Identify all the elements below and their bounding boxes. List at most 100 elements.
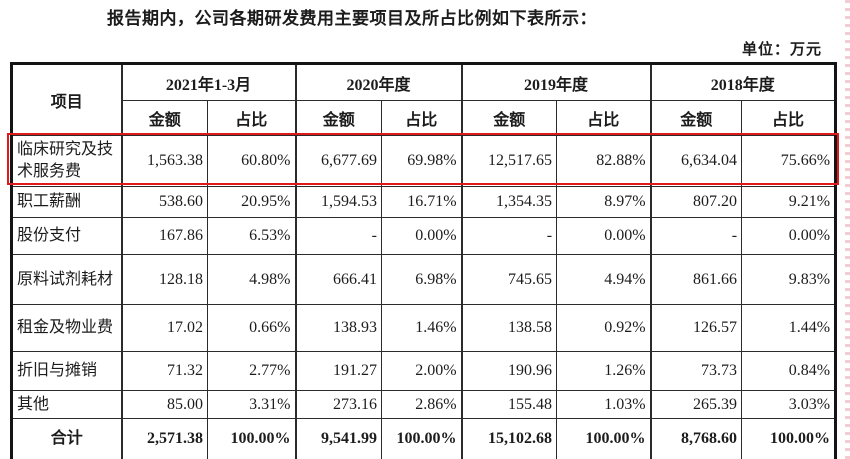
table-row-share-payment: 股份支付 167.86 6.53% - 0.00% - 0.00% - 0.00… bbox=[11, 217, 837, 255]
col-header-ratio: 占比 bbox=[380, 100, 463, 136]
cell-amount: 538.60 bbox=[120, 186, 208, 218]
cell-amount: 15,102.68 bbox=[460, 418, 558, 459]
cell-ratio: 2.77% bbox=[207, 351, 296, 391]
cell-amount: 745.65 bbox=[460, 254, 558, 305]
row-label: 合计 bbox=[11, 418, 122, 459]
cell-amount: 265.39 bbox=[649, 390, 743, 419]
col-header-period-2018: 2018年度 bbox=[649, 63, 837, 101]
intro-text: 报告期内，公司各期研发费用主要项目及所占比例如下表所示： bbox=[107, 9, 597, 28]
cell-ratio: 0.00% bbox=[556, 217, 652, 255]
cell-amount: 273.16 bbox=[294, 390, 382, 419]
table-row-raw-materials: 原料试剂耗材 128.18 4.98% 666.41 6.98% 745.65 … bbox=[11, 254, 837, 305]
cell-amount: - bbox=[649, 217, 743, 255]
cell-ratio: 0.66% bbox=[207, 304, 296, 352]
unit-label: 单位：万元 bbox=[741, 42, 822, 58]
cell-ratio: 60.80% bbox=[207, 135, 296, 187]
cell-ratio: 100.00% bbox=[380, 418, 463, 459]
rd-expense-table: 项目 2021年1-3月 2020年度 2019年度 2018年度 金额 占比 … bbox=[10, 62, 838, 459]
col-header-amount: 金额 bbox=[649, 100, 743, 136]
header-row-periods: 项目 2021年1-3月 2020年度 2019年度 2018年度 bbox=[11, 63, 837, 136]
cell-amount: 1,354.35 bbox=[460, 186, 558, 218]
cell-ratio: 82.88% bbox=[556, 135, 652, 187]
cell-amount: 71.32 bbox=[120, 351, 208, 391]
cell-ratio: 20.95% bbox=[207, 186, 296, 218]
cell-ratio: 100.00% bbox=[207, 418, 296, 459]
cell-ratio: 8.97% bbox=[556, 186, 652, 218]
cell-amount: 128.18 bbox=[120, 254, 208, 305]
cell-amount: 9,541.99 bbox=[294, 418, 382, 459]
row-label: 租金及物业费 bbox=[11, 304, 122, 352]
cell-ratio: 1.03% bbox=[556, 390, 652, 419]
cell-ratio: 0.92% bbox=[556, 304, 652, 352]
cell-ratio: 100.00% bbox=[741, 418, 837, 459]
cell-amount: 167.86 bbox=[120, 217, 208, 255]
table-row-employee-compensation: 职工薪酬 538.60 20.95% 1,594.53 16.71% 1,354… bbox=[11, 186, 837, 218]
cell-ratio: 1.46% bbox=[380, 304, 463, 352]
cell-ratio: 100.00% bbox=[556, 418, 652, 459]
table-row-other: 其他 85.00 3.31% 273.16 2.86% 155.48 1.03%… bbox=[11, 390, 837, 419]
header-row-subcolumns: 金额 占比 金额 占比 金额 占比 金额 占比 bbox=[12, 100, 837, 136]
table-row-depreciation: 折旧与摊销 71.32 2.77% 191.27 2.00% 190.96 1.… bbox=[11, 351, 837, 391]
cell-ratio: 69.98% bbox=[380, 135, 463, 187]
cell-amount: 155.48 bbox=[460, 390, 558, 419]
cell-amount: 12,517.65 bbox=[460, 135, 558, 187]
cell-amount: - bbox=[460, 217, 558, 255]
cell-amount: 8,768.60 bbox=[649, 418, 743, 459]
cell-ratio: 9.21% bbox=[741, 186, 837, 218]
page-edge-strip bbox=[845, 0, 850, 459]
col-header-ratio: 占比 bbox=[741, 100, 837, 136]
cell-amount: 126.57 bbox=[649, 304, 743, 352]
cell-amount: 861.66 bbox=[649, 254, 743, 305]
cell-amount: 17.02 bbox=[120, 304, 208, 352]
col-header-ratio: 占比 bbox=[556, 100, 652, 136]
row-label: 原料试剂耗材 bbox=[11, 254, 122, 305]
cell-ratio: 6.53% bbox=[207, 217, 296, 255]
cell-ratio: 3.31% bbox=[207, 390, 296, 419]
cell-amount: 85.00 bbox=[120, 390, 208, 419]
cell-ratio: 3.03% bbox=[741, 390, 837, 419]
table-row-total: 合计 2,571.38 100.00% 9,541.99 100.00% 15,… bbox=[11, 418, 837, 459]
cell-amount: 807.20 bbox=[649, 186, 743, 218]
cell-ratio: 4.94% bbox=[556, 254, 652, 305]
cell-ratio: 9.83% bbox=[741, 254, 837, 305]
table-row-rent-property: 租金及物业费 17.02 0.66% 138.93 1.46% 138.58 0… bbox=[11, 304, 837, 352]
cell-amount: 1,594.53 bbox=[294, 186, 382, 218]
cell-ratio: 0.00% bbox=[741, 217, 837, 255]
col-header-amount: 金额 bbox=[460, 100, 558, 136]
row-label: 折旧与摊销 bbox=[11, 351, 122, 391]
cell-ratio: 0.00% bbox=[380, 217, 463, 255]
cell-ratio: 4.98% bbox=[207, 254, 296, 305]
cell-amount: 2,571.38 bbox=[120, 418, 208, 459]
col-header-amount: 金额 bbox=[294, 100, 382, 136]
table-row-clinical-research: 临床研究及技术服务费 1,563.38 60.80% 6,677.69 69.9… bbox=[11, 135, 837, 187]
col-header-amount: 金额 bbox=[120, 100, 208, 136]
col-header-period-2019: 2019年度 bbox=[460, 63, 652, 101]
cell-ratio: 2.00% bbox=[380, 351, 463, 391]
cell-amount: 1,563.38 bbox=[120, 135, 208, 187]
cell-amount: 73.73 bbox=[649, 351, 743, 391]
row-label: 临床研究及技术服务费 bbox=[11, 135, 122, 187]
cell-ratio: 75.66% bbox=[741, 135, 837, 187]
cell-amount: 191.27 bbox=[294, 351, 382, 391]
cell-amount: - bbox=[294, 217, 382, 255]
col-header-period-2021: 2021年1-3月 bbox=[120, 63, 296, 101]
col-header-period-2020: 2020年度 bbox=[294, 63, 463, 101]
cell-ratio: 6.98% bbox=[380, 254, 463, 305]
col-header-ratio: 占比 bbox=[207, 100, 296, 136]
row-label: 其他 bbox=[11, 390, 122, 419]
row-label: 股份支付 bbox=[11, 217, 122, 255]
cell-amount: 138.93 bbox=[294, 304, 382, 352]
cell-ratio: 1.26% bbox=[556, 351, 652, 391]
cell-ratio: 0.84% bbox=[741, 351, 837, 391]
col-header-item: 项目 bbox=[11, 63, 122, 136]
cell-amount: 6,634.04 bbox=[649, 135, 743, 187]
cell-amount: 666.41 bbox=[294, 254, 382, 305]
cell-ratio: 1.44% bbox=[741, 304, 837, 352]
cell-amount: 190.96 bbox=[460, 351, 558, 391]
cell-ratio: 16.71% bbox=[380, 186, 463, 218]
cell-amount: 138.58 bbox=[460, 304, 558, 352]
row-label: 职工薪酬 bbox=[11, 186, 122, 218]
cell-amount: 6,677.69 bbox=[294, 135, 382, 187]
cell-ratio: 2.86% bbox=[380, 390, 463, 419]
